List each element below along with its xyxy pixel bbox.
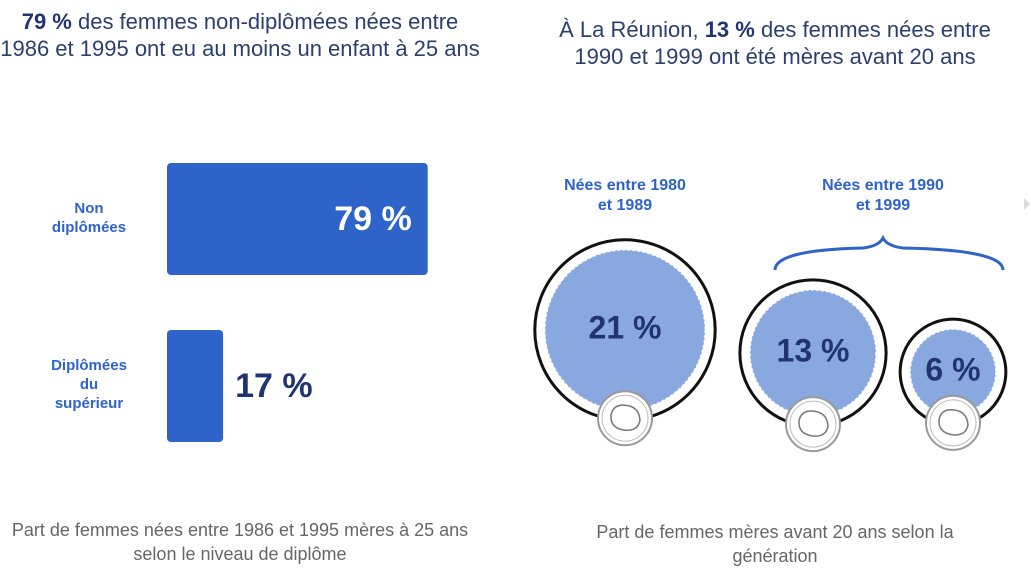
emblem-map [798,410,829,437]
chart-title: 79 % des femmes non-diplômées nées entre… [0,8,480,62]
title-part: des femmes nées entre 1990 et 1999 ont é… [574,17,991,69]
title-part: 13 % [704,17,755,42]
emblem-inner [929,399,977,447]
chart-title: À La Réunion, 13 % des femmes nées entre… [555,16,995,70]
title-part: 79 % [21,9,72,34]
emblem-map [938,409,969,436]
category-label: Non diplômées [51,200,127,236]
bubble [749,289,877,417]
value-label: 6 % [925,351,980,387]
group-label: Nées entre 1980 et 1989 [564,177,686,214]
next-arrow [1024,198,1030,210]
value-label: 21 % [589,309,662,345]
caption: Part de femmes nées entre 1986 et 1995 m… [11,520,469,564]
value-label: 79 % [334,200,412,238]
group-label: Nées entre 1990 et 1999 [822,177,944,214]
bar [167,330,224,442]
group-brace [773,234,1005,271]
category-label: Diplômées du supérieur [51,357,127,412]
emblem-map [610,404,641,432]
title-part: À La Réunion, [559,17,705,42]
value-label: 17 % [235,367,313,405]
emblem-inner [601,394,649,442]
emblem-inner [789,400,837,448]
bar [167,163,428,275]
value-label: 13 % [777,332,850,368]
title-part: des femmes non-diplômées nées entre 1986… [0,9,480,61]
caption: Part de femmes mères avant 20 ans selon … [596,522,954,566]
